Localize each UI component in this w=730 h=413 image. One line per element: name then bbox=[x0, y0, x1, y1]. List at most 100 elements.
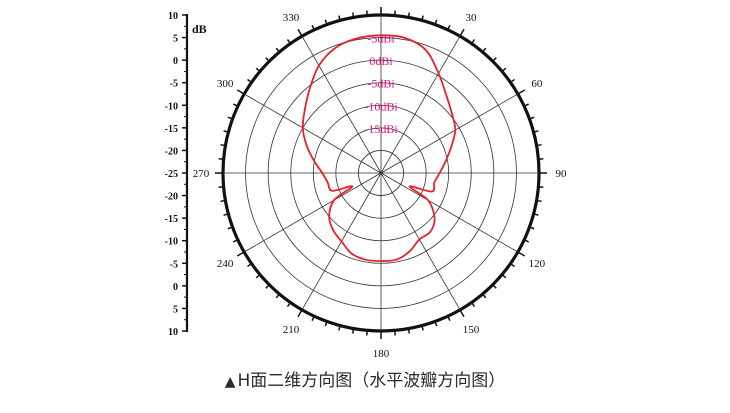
ring-label: -5dBi bbox=[367, 77, 395, 91]
outer-tick bbox=[338, 15, 341, 21]
outer-tick bbox=[517, 251, 526, 257]
grid-spoke bbox=[301, 35, 382, 174]
radial-unit-label: dB bbox=[192, 22, 207, 36]
radial-tick-label: 0 bbox=[173, 282, 178, 293]
grid-spoke bbox=[243, 172, 382, 253]
angle-tick-label: 30 bbox=[466, 12, 478, 24]
outer-tick bbox=[529, 116, 535, 120]
caption-text: H面二维方向图（水平波瓣方向图） bbox=[237, 371, 506, 391]
outer-tick bbox=[297, 28, 303, 37]
grid-spoke bbox=[380, 93, 519, 174]
outer-tick bbox=[255, 273, 261, 279]
outer-tick bbox=[421, 325, 424, 331]
angle-tick-label: 180 bbox=[373, 348, 390, 360]
radial-axis: 10 5 0 -5 -10 -15 -20 -25 -20 -15 -10 -5 0 5 10 bbox=[165, 11, 189, 338]
outer-tick bbox=[434, 19, 438, 25]
ring-labels: -5dBi 0dBi -5dBi -10dBi -15dBi bbox=[364, 32, 398, 136]
angle-tick-label: 210 bbox=[283, 324, 300, 336]
radial-tick-label: -15 bbox=[165, 214, 178, 225]
outer-tick bbox=[220, 143, 226, 147]
caption-triangle-icon: ▲ bbox=[224, 374, 236, 390]
outer-tick bbox=[311, 24, 315, 31]
outer-tick bbox=[533, 130, 539, 133]
polar-grid bbox=[215, 7, 547, 339]
outer-tick bbox=[223, 130, 229, 133]
angle-tick-label: 90 bbox=[556, 168, 568, 180]
angle-tick-label: 240 bbox=[217, 258, 234, 270]
radial-tick-label: -25 bbox=[165, 169, 178, 180]
ring-label: -15dBi bbox=[364, 122, 398, 136]
outer-tick bbox=[481, 293, 487, 299]
outer-tick bbox=[523, 239, 530, 243]
pattern-line bbox=[301, 34, 457, 262]
radial-tick-label: -5 bbox=[170, 79, 178, 90]
ring-label: -10dBi bbox=[364, 99, 398, 113]
outer-tick bbox=[265, 57, 270, 62]
outer-tick bbox=[447, 315, 451, 322]
grid-spoke bbox=[380, 35, 461, 174]
outer-tick bbox=[447, 24, 451, 31]
outer-tick bbox=[223, 213, 229, 216]
angle-tick-label: 300 bbox=[217, 78, 234, 90]
outer-tick bbox=[536, 199, 542, 203]
outer-tick bbox=[492, 57, 497, 62]
outer-tick bbox=[471, 301, 476, 307]
radial-tick-label: -10 bbox=[165, 237, 178, 248]
outer-tick bbox=[459, 309, 465, 318]
outer-tick bbox=[492, 284, 497, 289]
figure-caption: ▲ H面二维方向图（水平波瓣方向图） bbox=[0, 366, 730, 396]
outer-tick bbox=[255, 67, 261, 73]
outer-tick bbox=[265, 284, 270, 289]
outer-tick bbox=[232, 103, 239, 107]
outer-tick bbox=[227, 116, 233, 120]
radial-tick-label: -20 bbox=[165, 192, 178, 203]
ring-label: -5dBi bbox=[367, 32, 395, 46]
series-layer bbox=[301, 34, 457, 262]
outer-tick bbox=[351, 328, 355, 334]
outer-tick bbox=[286, 39, 291, 45]
outer-tick bbox=[509, 263, 515, 268]
radial-tick-label: -10 bbox=[165, 101, 178, 112]
outer-tick bbox=[536, 143, 542, 147]
outer-tick bbox=[533, 213, 539, 216]
angle-tick-labels: 0306090120150180210240270300330 bbox=[193, 12, 568, 360]
angle-tick-label: 330 bbox=[283, 12, 300, 24]
outer-tick bbox=[523, 103, 530, 107]
ring-label: 0dBi bbox=[369, 54, 393, 68]
radial-tick-label: 5 bbox=[173, 304, 178, 315]
radial-tick-label: -5 bbox=[170, 259, 178, 270]
outer-tick bbox=[407, 12, 411, 18]
outer-tick bbox=[286, 301, 291, 307]
outer-tick bbox=[236, 251, 245, 257]
angle-tick-label: 60 bbox=[531, 78, 543, 90]
outer-tick bbox=[227, 226, 233, 230]
outer-tick bbox=[509, 78, 515, 83]
outer-tick bbox=[529, 226, 535, 230]
outer-tick bbox=[459, 28, 465, 37]
outer-tick bbox=[481, 47, 487, 53]
radial-tick-label: 10 bbox=[168, 11, 178, 22]
radial-tick-label: -20 bbox=[165, 146, 178, 157]
outer-tick bbox=[275, 47, 281, 53]
outer-tick bbox=[434, 321, 438, 327]
radial-tick-label: 5 bbox=[173, 34, 178, 45]
outer-tick bbox=[297, 309, 303, 318]
outer-tick bbox=[311, 315, 315, 322]
angle-tick-label: 120 bbox=[529, 258, 546, 270]
outer-tick bbox=[351, 12, 355, 18]
radial-tick-label: 10 bbox=[168, 327, 178, 338]
outer-tick bbox=[421, 15, 424, 21]
grid-spoke bbox=[243, 93, 382, 174]
outer-tick bbox=[247, 78, 253, 83]
radial-tick-label: -15 bbox=[165, 124, 178, 135]
outer-tick bbox=[324, 321, 328, 327]
radial-tick-label: 0 bbox=[173, 56, 178, 67]
outer-tick bbox=[471, 39, 476, 45]
outer-tick bbox=[220, 199, 226, 203]
outer-tick bbox=[407, 328, 411, 334]
outer-tick bbox=[232, 239, 239, 243]
angle-tick-label: 150 bbox=[463, 324, 480, 336]
angle-tick-label: 270 bbox=[193, 168, 210, 180]
grid-spoke bbox=[380, 172, 519, 253]
